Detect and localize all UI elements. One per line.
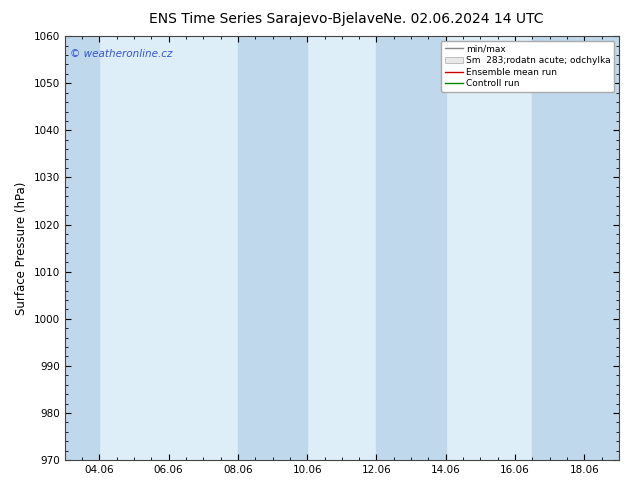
Text: ENS Time Series Sarajevo-Bjelave: ENS Time Series Sarajevo-Bjelave: [149, 12, 384, 26]
Bar: [238, 36, 307, 460]
Text: Ne. 02.06.2024 14 UTC: Ne. 02.06.2024 14 UTC: [382, 12, 543, 26]
Text: © weatheronline.cz: © weatheronline.cz: [70, 49, 172, 59]
Bar: [65, 36, 100, 460]
Y-axis label: Surface Pressure (hPa): Surface Pressure (hPa): [15, 181, 28, 315]
Bar: [377, 36, 446, 460]
Legend: min/max, Sm  283;rodatn acute; odchylka, Ensemble mean run, Controll run: min/max, Sm 283;rodatn acute; odchylka, …: [441, 41, 614, 92]
Bar: [533, 36, 619, 460]
